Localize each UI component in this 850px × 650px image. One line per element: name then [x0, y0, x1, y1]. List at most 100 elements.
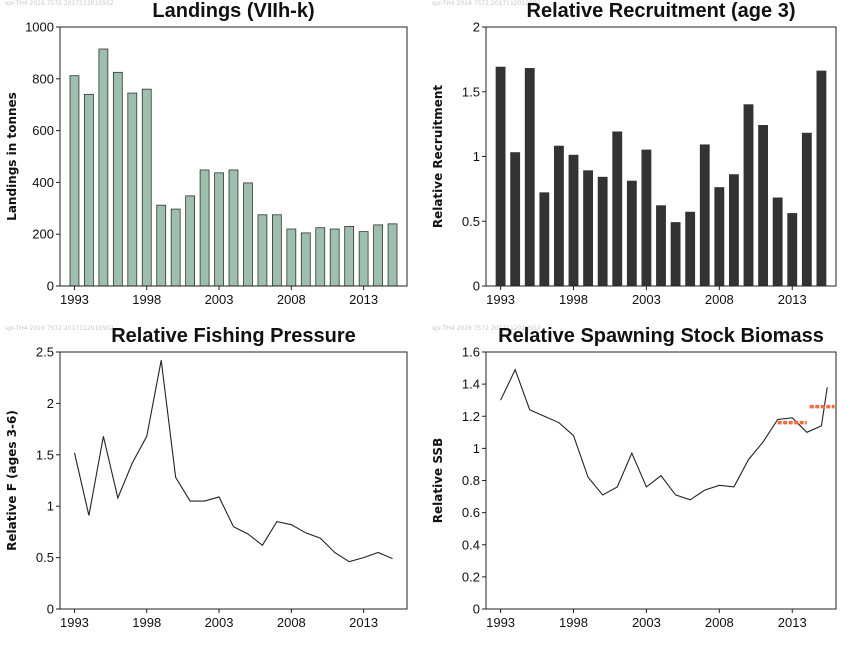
fishing-pressure-x-tick-label: 1993 — [60, 615, 89, 630]
recruitment-bar — [583, 170, 594, 287]
ssb-y-tick-label: 0 — [473, 602, 480, 617]
fishing-pressure-x-tick-label: 2008 — [277, 615, 306, 630]
recruitment-bar — [597, 176, 608, 287]
ssb-x-tick-label: 2003 — [632, 615, 661, 630]
recruitment-panel: spr-TH4 2016 7572 2017112010502Relative … — [431, 0, 837, 307]
landings-bar — [127, 92, 138, 287]
recruitment-title: Relative Recruitment (age 3) — [527, 0, 796, 22]
fishing-pressure-title: Relative Fishing Pressure — [111, 325, 356, 347]
landings-bar — [98, 48, 109, 287]
recruitment-bar — [641, 149, 652, 287]
landings-bar — [141, 88, 152, 287]
landings-bar — [185, 195, 196, 287]
landings-y-tick-label: 800 — [32, 71, 54, 86]
landings-bar — [300, 232, 311, 287]
recruitment-bar — [743, 104, 754, 287]
recruitment-bar — [568, 154, 579, 287]
ssb-x-tick-label: 1993 — [486, 615, 515, 630]
landings-y-tick-label: 0 — [47, 279, 54, 294]
fishing-pressure-x-tick-label: 1998 — [132, 615, 161, 630]
landings-y-tick-label: 400 — [32, 175, 54, 190]
recruitment-bar — [816, 70, 827, 287]
recruitment-y-axis-label: Relative Recruitment — [431, 85, 445, 229]
ssb-y-tick-label: 1.4 — [462, 377, 480, 392]
ssb-plot-frame — [485, 351, 837, 610]
figure-stamp: spr-TH4 2016 7572 2017112010502 — [432, 325, 541, 332]
recruitment-bar — [714, 187, 725, 287]
landings-bar — [271, 214, 282, 287]
ssb-y-tick-label: 1.6 — [462, 345, 480, 360]
landings-y-tick-label: 600 — [32, 123, 54, 138]
landings-bar — [387, 223, 398, 287]
ssb-y-tick-label: 0.2 — [462, 569, 480, 584]
fishing-pressure-y-axis-label: Relative F (ages 3-6) — [5, 410, 19, 551]
recruitment-bar — [656, 205, 666, 287]
landings-bar — [344, 226, 355, 287]
landings-x-tick-label: 1998 — [132, 292, 161, 307]
landings-bar — [257, 214, 268, 287]
landings-bar — [214, 172, 224, 287]
ssb-x-tick-label: 1998 — [559, 615, 588, 630]
ssb-title: Relative Spawning Stock Biomass — [498, 325, 824, 347]
landings-bar — [84, 93, 94, 287]
recruitment-bar — [510, 152, 521, 287]
ssb-x-tick-label: 2013 — [778, 615, 807, 630]
landings-panel: spr-TH4 2016 7572 2017112010502 Landings … — [5, 0, 408, 307]
fishing-pressure-panel: spr-TH4 2016 7572 2017112010502Relative … — [5, 325, 408, 630]
recruitment-bar — [626, 180, 637, 287]
recruitment-bar — [699, 144, 710, 287]
recruitment-y-tick-label: 1.5 — [462, 84, 480, 99]
recruitment-bar — [728, 174, 739, 287]
fishing-pressure-y-tick-label: 0 — [47, 602, 54, 617]
recruitment-x-tick-label: 2013 — [778, 292, 807, 307]
fishing-pressure-series-line — [73, 360, 393, 563]
landings-bar — [170, 208, 181, 287]
ssb-panel: spr-TH4 2016 7572 2017112010502Relative … — [431, 325, 837, 630]
landings-bar — [373, 224, 383, 287]
landings-bar — [329, 228, 340, 287]
recruitment-y-tick-label: 1 — [473, 149, 480, 164]
fishing-pressure-x-tick-label: 2013 — [349, 615, 378, 630]
landings-y-tick-label: 200 — [32, 227, 54, 242]
recruitment-bar — [670, 222, 681, 287]
recruitment-bar — [612, 131, 623, 287]
ssb-x-tick-label: 2008 — [705, 615, 734, 630]
recruitment-x-tick-label: 1993 — [486, 292, 515, 307]
recruitment-bar — [787, 213, 798, 287]
landings-title: Landings (VIIh-k) — [152, 0, 314, 22]
figure-stamp: spr-TH4 2016 7572 2017112010502 — [5, 0, 114, 7]
recruitment-bar — [553, 145, 564, 287]
landings-x-tick-label: 2008 — [277, 292, 306, 307]
recruitment-bar — [524, 68, 535, 287]
landings-x-tick-label: 2013 — [349, 292, 378, 307]
fishing-pressure-x-tick-label: 2003 — [205, 615, 234, 630]
recruitment-y-tick-label: 2 — [473, 20, 480, 35]
figure-stamp: spr-TH4 2016 7572 2017112010502 — [432, 0, 541, 7]
landings-x-tick-label: 2003 — [205, 292, 234, 307]
recruitment-y-tick-label: 0 — [473, 279, 480, 294]
ssb-y-tick-label: 0.4 — [462, 537, 480, 552]
landings-bar — [156, 204, 167, 287]
ssb-y-axis-label: Relative SSB — [431, 438, 445, 523]
landings-bar — [315, 227, 326, 287]
ssb-y-tick-label: 1 — [473, 441, 480, 456]
landings-bar — [286, 228, 297, 287]
fishing-pressure-y-tick-label: 1 — [47, 499, 54, 514]
recruitment-bar — [495, 66, 506, 287]
landings-y-axis-label: Landings in tonnes — [5, 92, 19, 221]
recruitment-bar — [539, 192, 550, 287]
landings-bar — [358, 231, 369, 287]
recruitment-x-tick-label: 2008 — [705, 292, 734, 307]
ssb-y-tick-label: 0.6 — [462, 505, 480, 520]
ssb-y-tick-label: 0.8 — [462, 473, 480, 488]
landings-bar — [228, 169, 239, 287]
landings-y-tick-label: 1000 — [25, 20, 54, 35]
recruitment-plot-frame — [485, 26, 837, 287]
landings-x-tick-label: 1993 — [60, 292, 89, 307]
fishing-pressure-plot-frame — [59, 351, 408, 610]
recruitment-bar — [801, 132, 812, 287]
recruitment-bar — [758, 125, 769, 287]
landings-plot-frame — [59, 26, 408, 287]
recruitment-y-tick-label: 0.5 — [462, 214, 480, 229]
